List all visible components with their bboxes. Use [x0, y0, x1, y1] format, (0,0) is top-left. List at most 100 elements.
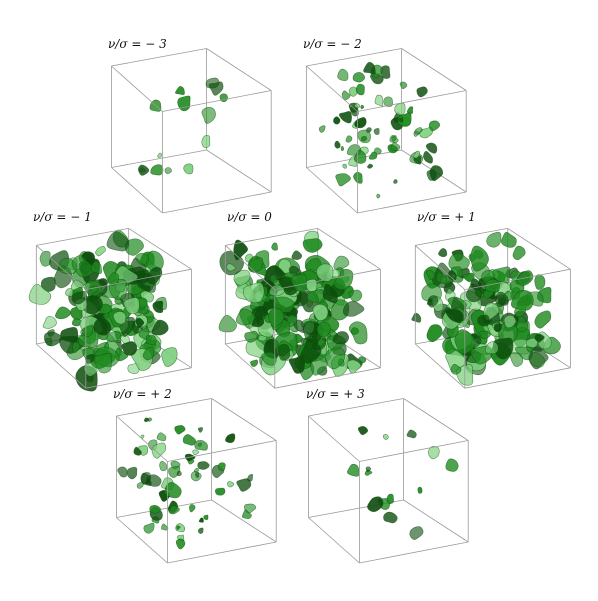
cube-edge: [274, 367, 381, 389]
isosurface-blob: [365, 466, 372, 473]
panel-label: ν/σ = + 3: [306, 387, 365, 401]
isosurface-blob: [312, 303, 329, 322]
isosurface-blob: [152, 300, 164, 314]
cube-render: [28, 228, 192, 392]
isosurface-blob: [335, 173, 351, 187]
isosurface-blob: [146, 266, 163, 285]
isosurface-blob: [156, 432, 167, 442]
isosurface-blob: [333, 116, 341, 125]
cube-edge: [206, 48, 272, 91]
isosurface-blob: [268, 307, 285, 328]
isosurface-blob: [363, 61, 376, 75]
isosurface-blob: [126, 466, 138, 480]
cube-edge: [116, 517, 168, 564]
isosurface-blob: [342, 300, 365, 317]
cube-edge: [306, 65, 358, 112]
cube-edge: [162, 90, 272, 112]
cube-edge: [211, 398, 277, 441]
isosurface-blob: [316, 322, 331, 338]
isosurface-blob: [82, 324, 94, 338]
isosurface-blob: [227, 481, 235, 488]
isosurface-blob: [42, 316, 57, 329]
cube-edge: [162, 191, 272, 214]
isosurface-blob: [271, 242, 278, 251]
cube-edge: [167, 440, 277, 462]
isosurface-blob: [463, 272, 475, 282]
isosurface-blob: [43, 331, 63, 347]
isosurface-blob: [161, 523, 169, 531]
isosurface-blob: [510, 290, 534, 311]
isosurface-blob: [368, 151, 378, 160]
isosurface-blob: [376, 193, 381, 199]
isosurface-blob: [138, 164, 150, 176]
cube-edge: [85, 367, 192, 389]
isosurface-blob: [386, 493, 394, 504]
isosurface-blob: [174, 425, 186, 435]
isosurface-blobs: [318, 61, 444, 199]
isosurface-blob: [72, 341, 81, 353]
cube-edge: [306, 167, 358, 214]
isosurface-blob: [135, 252, 150, 266]
isosurface-blob: [496, 291, 509, 306]
cube-edge: [225, 245, 276, 290]
cube-edge: [306, 48, 402, 67]
isosurface-blob: [345, 135, 353, 143]
isosurface-blob: [225, 433, 236, 444]
isosurface-blob: [177, 95, 191, 112]
isosurface-blob: [140, 434, 145, 440]
cube-edge: [308, 517, 360, 564]
isosurface-blob: [142, 346, 154, 361]
isosurface-blob: [112, 311, 127, 325]
isosurface-blob: [383, 511, 398, 524]
isosurface-blob: [149, 504, 161, 514]
isosurface-blob: [28, 283, 52, 305]
isosurface-blob: [189, 504, 196, 513]
isosurface-blob: [435, 271, 447, 284]
panel-label: ν/σ = + 1: [417, 210, 476, 224]
isosurface-blob: [215, 487, 226, 496]
isosurface-blob: [242, 282, 265, 304]
isosurface-blob: [500, 231, 517, 248]
cube-edge: [359, 541, 469, 564]
isosurface-blob: [450, 363, 462, 375]
isosurface-blob: [383, 96, 393, 107]
isosurface-blob: [248, 257, 264, 272]
isosurface-blob: [438, 248, 448, 258]
cube-edge: [116, 415, 168, 462]
isosurface-blob: [322, 283, 338, 304]
cube-render: [306, 48, 467, 214]
isosurface-blob: [183, 163, 194, 175]
isosurface-blob: [100, 322, 108, 331]
isosurface-blob: [269, 274, 278, 284]
isosurface-blob: [417, 486, 423, 494]
isosurface-blob: [342, 163, 347, 169]
cube-edge: [167, 541, 277, 564]
isosurface-blob: [409, 526, 424, 540]
isosurface-blob: [394, 102, 406, 116]
isosurface-blob: [302, 238, 323, 253]
isosurface-blob: [332, 331, 350, 345]
isosurface-blob: [182, 434, 196, 446]
isosurface-blob: [493, 323, 502, 333]
isosurface-blob: [235, 308, 255, 326]
isosurface-blob: [197, 461, 210, 470]
isosurface-blob: [353, 171, 363, 184]
isosurface-blob: [477, 314, 490, 327]
isosurface-blob: [406, 429, 417, 439]
panel-label: ν/σ = + 2: [113, 387, 172, 401]
isosurface-blob: [447, 270, 457, 281]
isosurface-blob: [512, 245, 526, 261]
cube-render: [218, 228, 381, 389]
isosurface-blob: [398, 117, 404, 123]
isosurface-blob: [246, 474, 254, 482]
cube-edge: [116, 398, 212, 417]
isosurface-blob: [164, 482, 182, 499]
isosurface-blob: [414, 127, 423, 135]
cube-edge: [308, 398, 404, 417]
isosurface-blob: [389, 135, 399, 143]
isosurface-blob: [203, 514, 209, 521]
isosurface-blob: [348, 289, 363, 302]
cube-edge: [36, 343, 87, 389]
isosurface-blob: [390, 142, 401, 152]
isosurface-blob: [357, 426, 369, 436]
